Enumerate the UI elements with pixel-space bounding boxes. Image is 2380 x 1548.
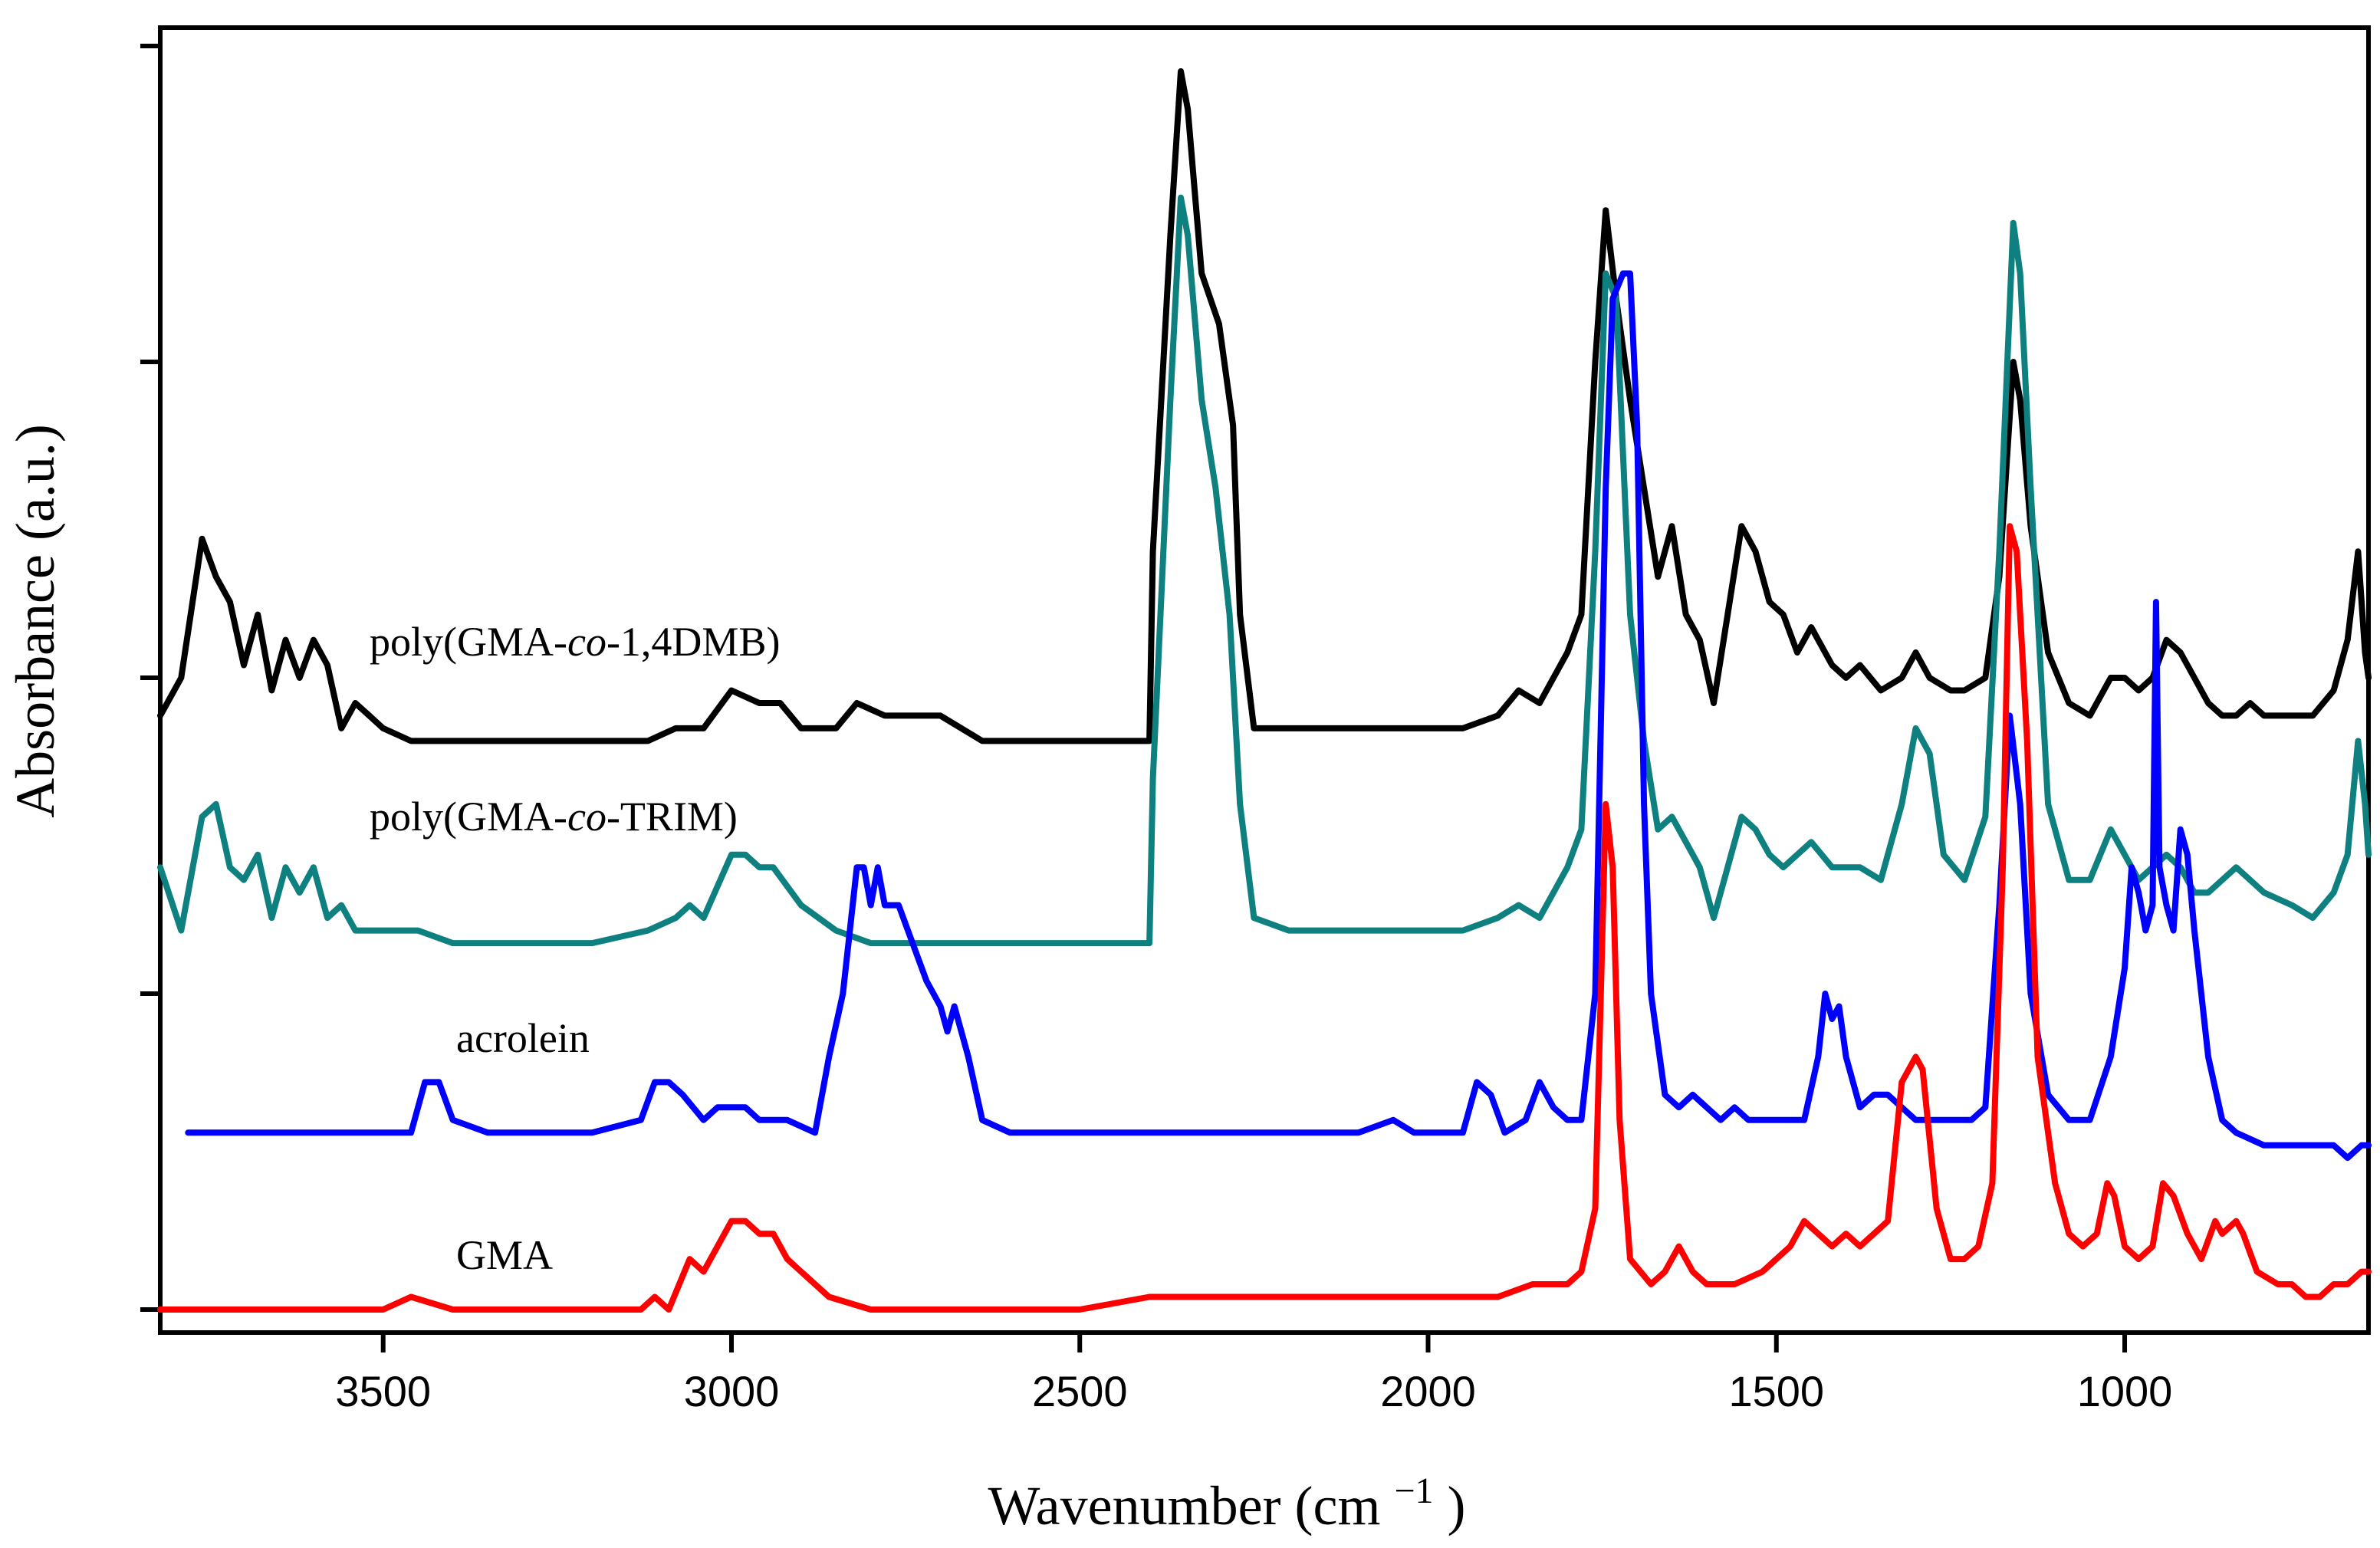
series-label-3: GMA xyxy=(456,1232,553,1278)
x-tick-label-3500: 3500 xyxy=(335,1367,431,1415)
y-axis-title: Absorbance (a.u.) xyxy=(5,424,66,818)
x-axis-title: Wavenumber (cm −1 ) xyxy=(988,1454,1465,1536)
series-label-2: acrolein xyxy=(456,1015,590,1061)
series-label-0: poly(GMA-co-1,4DMB) xyxy=(370,619,780,665)
series-lines xyxy=(157,68,2372,1313)
series-line-2 xyxy=(185,270,2372,1162)
x-axis-title-exponent: −1 xyxy=(1394,1471,1433,1511)
plot-frame xyxy=(158,25,2371,1335)
series-line-1 xyxy=(157,194,2372,947)
y-axis-ticks xyxy=(140,44,160,1312)
x-tick-label-1000: 1000 xyxy=(2077,1367,2173,1415)
x-tick-label-2500: 2500 xyxy=(1032,1367,1128,1415)
x-tick-label-2000: 2000 xyxy=(1380,1367,1476,1415)
x-axis-ticks: 3500 3000 2500 2000 1500 1000 xyxy=(335,1333,2172,1415)
x-tick-label-1500: 1500 xyxy=(1728,1367,1824,1415)
series-line-0 xyxy=(157,68,2372,744)
x-tick-label-3000: 3000 xyxy=(684,1367,780,1415)
x-axis-title-close: ) xyxy=(1448,1475,1466,1536)
series-labels: poly(GMA-co-1,4DMB) poly(GMA-co-TRIM) acro… xyxy=(370,619,780,1278)
series-label-1: poly(GMA-co-TRIM) xyxy=(370,794,738,840)
x-axis-title-main: Wavenumber (cm xyxy=(988,1475,1380,1536)
series-line-3 xyxy=(157,523,2372,1313)
